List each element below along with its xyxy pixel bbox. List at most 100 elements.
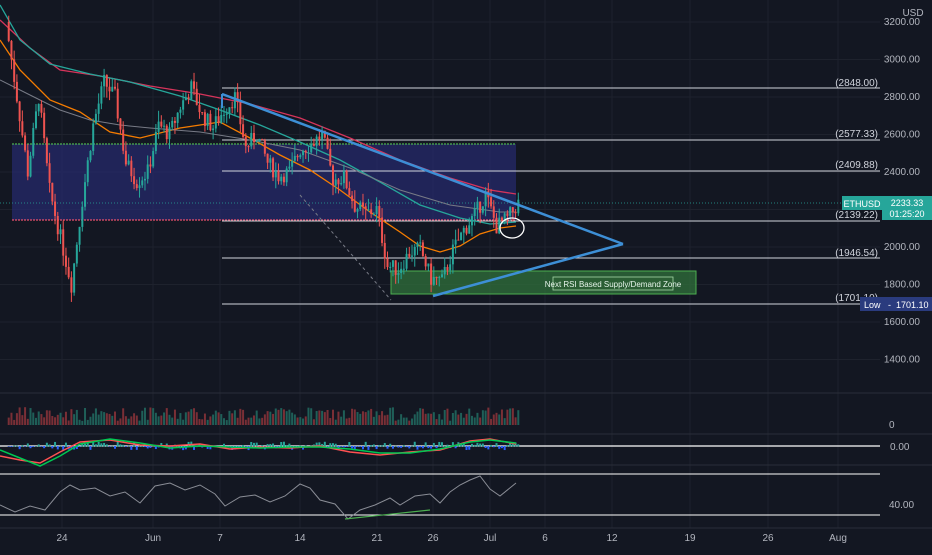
volume-bar: [250, 417, 253, 425]
time-tick-label: 12: [606, 533, 618, 544]
macd-bar: [21, 445, 24, 447]
macd-bar: [413, 441, 416, 447]
volume-bar: [441, 419, 443, 425]
candle-body: [372, 213, 375, 215]
macd-bar: [34, 445, 37, 447]
macd-bar: [92, 442, 95, 447]
volume-bar: [100, 411, 103, 425]
volume-bar: [280, 408, 283, 425]
candle-body: [75, 244, 78, 264]
macd-bar: [56, 446, 59, 450]
candle-body: [21, 121, 24, 136]
volume-bar: [13, 419, 16, 425]
volume-bar: [26, 418, 29, 425]
volume-bar: [323, 412, 326, 425]
volume-bar: [37, 411, 40, 425]
macd-bar: [481, 443, 484, 447]
price-tick-label: 2800.00: [884, 92, 921, 103]
candle-body: [441, 274, 443, 278]
candle-body: [321, 130, 324, 140]
volume-bar: [54, 417, 57, 425]
volume-bar: [367, 410, 370, 425]
candle-body: [10, 40, 13, 60]
candle-body: [356, 208, 359, 212]
symbol-tag: [842, 196, 882, 210]
zone-label-box: [552, 276, 674, 291]
macd-bar: [26, 443, 29, 447]
volume-bar: [45, 410, 48, 425]
macd-bar: [353, 446, 356, 450]
volume-bar: [514, 417, 517, 425]
volume-bar: [73, 414, 76, 425]
volume-bar: [266, 411, 269, 425]
macd-bar: [272, 443, 275, 447]
candle-body: [182, 100, 185, 110]
macd-bar: [498, 446, 501, 449]
volume-bar: [108, 413, 111, 425]
candle-body: [100, 86, 103, 104]
macd-bar: [242, 445, 245, 447]
macd-bar: [165, 443, 168, 447]
candle-body: [468, 225, 471, 234]
candle-body: [400, 268, 403, 274]
candle-body: [500, 217, 503, 221]
volume-bar: [299, 417, 302, 425]
volume-bar: [503, 418, 506, 425]
macd-bar: [7, 446, 10, 447]
macd-bar: [334, 443, 337, 447]
macd-bar: [348, 442, 351, 447]
time-tick-label: Jul: [484, 533, 497, 544]
volume-bar: [397, 419, 400, 425]
volume-bar: [130, 416, 133, 425]
candle-body: [419, 242, 422, 244]
candle-body: [329, 148, 332, 166]
candle-body: [432, 276, 435, 285]
volume-bar: [468, 408, 471, 425]
ma-gray: [0, 79, 516, 213]
candle-body: [479, 201, 482, 213]
volume-bar: [312, 419, 315, 425]
candle-body: [40, 103, 43, 113]
candle-body: [288, 166, 291, 169]
candle-body: [105, 75, 108, 87]
candle-body: [124, 150, 127, 165]
candle-body: [225, 113, 228, 115]
candle-body: [146, 164, 149, 179]
macd-bar: [381, 445, 384, 447]
volume-bar: [62, 417, 65, 425]
volume-bar: [465, 413, 468, 425]
volume-bar: [427, 413, 430, 425]
macd-bar: [479, 443, 482, 447]
macd-bar: [75, 446, 78, 450]
ma-teal: [0, 4, 517, 225]
candle-body: [304, 150, 307, 153]
macd-bar: [282, 441, 285, 447]
candle-body: [266, 153, 269, 163]
volume-bar: [361, 411, 364, 425]
candle-body: [391, 260, 394, 267]
candle-body: [78, 226, 81, 245]
candle-body: [43, 112, 46, 139]
candle-body: [59, 229, 62, 235]
candle-body: [214, 116, 217, 129]
volume-bar: [15, 413, 18, 425]
candle-body: [236, 92, 239, 102]
macd-bar: [435, 446, 438, 449]
macd-bar: [408, 446, 411, 449]
candle-body: [168, 127, 171, 140]
candle-body: [135, 184, 138, 189]
volume-bar: [302, 418, 305, 425]
volume-bar: [24, 407, 27, 425]
candle-body: [498, 217, 501, 234]
price-axis[interactable]: [880, 0, 932, 530]
candle-body: [160, 121, 163, 127]
candle-body: [443, 266, 446, 275]
volume-bar: [84, 407, 87, 425]
candle-body: [389, 266, 392, 268]
macd-bar: [209, 446, 212, 450]
candle-body: [73, 263, 76, 293]
volume-bar: [127, 418, 130, 425]
time-tick-label: 26: [427, 533, 439, 544]
